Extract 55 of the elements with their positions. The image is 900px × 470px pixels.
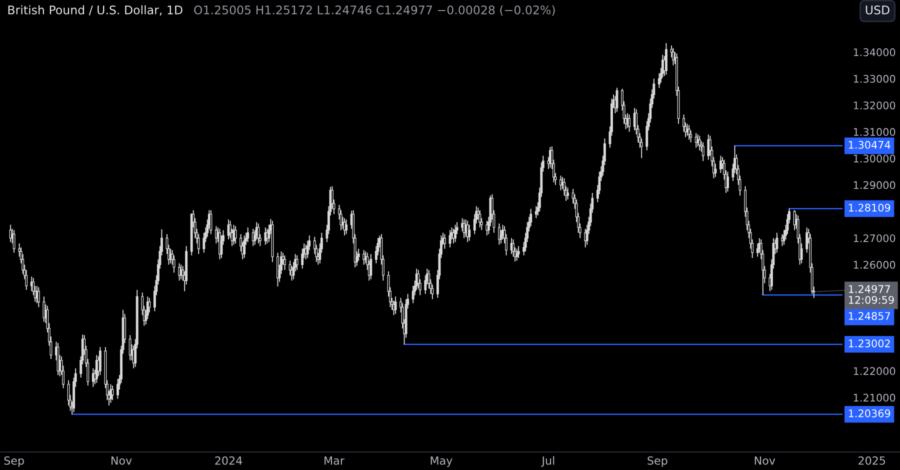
annotation: 1.24977 12:09:59 (848, 285, 894, 304)
candlestick (345, 219, 348, 235)
candlestick (719, 155, 722, 174)
x-tick-label: Mar (324, 456, 344, 465)
y-tick-label: 1.26000 (854, 260, 896, 269)
candlestick (696, 134, 700, 147)
data-label: 1.28109 (848, 204, 890, 212)
candlestick (512, 238, 515, 258)
candlestick (257, 222, 260, 244)
y-axis-title: USD (866, 5, 890, 14)
candlestick (12, 230, 16, 254)
y-tick-label: 1.33000 (854, 74, 896, 83)
x-tick-label: Nov (754, 456, 776, 465)
x-tick-label: 2025 (858, 456, 886, 465)
candlestick (243, 234, 246, 259)
candlestick (478, 210, 482, 228)
candlestick (688, 124, 690, 140)
candlestick (566, 187, 569, 200)
candlestick (210, 210, 212, 235)
candlestick (370, 254, 372, 280)
data-label: 1.30474 (848, 140, 890, 149)
candlestick (628, 114, 631, 132)
candlestick (454, 224, 456, 243)
y-tick-label: 1.21000 (854, 394, 896, 402)
data-label: 1.20369 (848, 409, 890, 418)
data-label: 1.23002 (848, 339, 890, 348)
data-label: 1.24857 (848, 312, 890, 320)
candlestick (284, 254, 286, 270)
candlestick (781, 234, 784, 247)
candlestick (560, 175, 562, 191)
x-tick-label: Sep (4, 456, 24, 467)
x-tick-label: 2024 (215, 456, 242, 465)
candlestick (98, 346, 102, 376)
candlestick (534, 206, 538, 219)
y-tick-label: 1.29000 (854, 181, 896, 190)
x-tick-label: Sep (648, 456, 668, 467)
candlestick (37, 286, 40, 308)
x-tick-label: Jul (541, 456, 554, 467)
candlestick (664, 42, 668, 76)
candlestick (517, 246, 520, 259)
candlestick (498, 222, 500, 246)
candlestick (276, 252, 279, 287)
x-tick-label: Nov (112, 456, 132, 465)
y-tick-label: 1.31000 (854, 128, 896, 136)
x-tick-label: May (430, 456, 452, 467)
y-tick-label: 1.32000 (854, 101, 896, 110)
y-tick-label: 1.34000 (854, 48, 896, 56)
y-tick-label: 1.30000 (854, 154, 896, 162)
candlestick (110, 384, 112, 404)
candlestick (218, 228, 221, 260)
y-tick-label: 1.27000 (854, 234, 896, 242)
chart-title: British Pound / U.S. Dollar, 1D (8, 5, 182, 16)
candlestick (234, 226, 237, 244)
y-tick-label: 1.22000 (854, 367, 896, 376)
chart-subtitle: O1.25005 H1.25172 L1.24746 C1.24977 −0.00028 (−0.02%) (194, 5, 555, 16)
